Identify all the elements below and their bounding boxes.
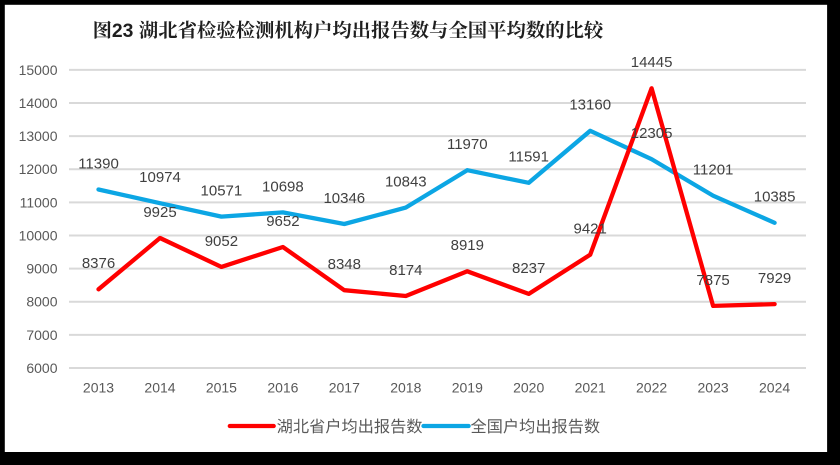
svg-text:8237: 8237 — [512, 260, 545, 277]
svg-text:8376: 8376 — [82, 255, 115, 272]
svg-text:10346: 10346 — [323, 190, 365, 207]
svg-text:7929: 7929 — [758, 270, 791, 287]
svg-text:2015: 2015 — [206, 379, 237, 395]
svg-text:11970: 11970 — [447, 136, 488, 153]
svg-text:11591: 11591 — [508, 149, 549, 166]
svg-text:2024: 2024 — [759, 379, 790, 395]
svg-text:10385: 10385 — [754, 189, 796, 206]
svg-text:9000: 9000 — [26, 261, 57, 277]
svg-text:11201: 11201 — [693, 162, 734, 179]
svg-text:2022: 2022 — [636, 379, 667, 395]
svg-text:14445: 14445 — [631, 54, 673, 71]
svg-text:12000: 12000 — [19, 161, 58, 177]
svg-text:2017: 2017 — [329, 379, 360, 395]
svg-text:7875: 7875 — [696, 272, 729, 289]
svg-text:8000: 8000 — [26, 294, 57, 310]
svg-text:8348: 8348 — [328, 256, 361, 273]
svg-text:13000: 13000 — [19, 128, 58, 144]
svg-text:9421: 9421 — [574, 221, 607, 238]
svg-text:23: 23 — [112, 20, 134, 42]
svg-text:2019: 2019 — [452, 379, 483, 395]
svg-text:2013: 2013 — [83, 379, 114, 395]
svg-text:2018: 2018 — [390, 379, 421, 395]
svg-text:10571: 10571 — [201, 183, 243, 200]
svg-text:10698: 10698 — [262, 178, 304, 195]
svg-text:2020: 2020 — [513, 379, 544, 395]
svg-text:10974: 10974 — [139, 169, 181, 186]
svg-text:2014: 2014 — [144, 379, 175, 395]
svg-text:9652: 9652 — [266, 213, 299, 230]
svg-text:9925: 9925 — [143, 204, 176, 221]
svg-text:8174: 8174 — [389, 262, 422, 279]
svg-text:6000: 6000 — [26, 360, 57, 376]
svg-text:10000: 10000 — [19, 227, 58, 243]
svg-text:2023: 2023 — [698, 379, 729, 395]
svg-text:13160: 13160 — [569, 97, 611, 114]
svg-text:11000: 11000 — [20, 194, 58, 210]
svg-text:10843: 10843 — [385, 174, 427, 191]
svg-text:15000: 15000 — [19, 62, 58, 78]
svg-text:14000: 14000 — [19, 95, 58, 111]
svg-text:7000: 7000 — [26, 327, 57, 343]
svg-text:8919: 8919 — [451, 237, 484, 254]
svg-text:11390: 11390 — [78, 155, 119, 172]
svg-text:2016: 2016 — [267, 379, 298, 395]
svg-text:12305: 12305 — [631, 125, 673, 142]
svg-text:2021: 2021 — [575, 379, 606, 395]
svg-text:9052: 9052 — [205, 233, 238, 250]
